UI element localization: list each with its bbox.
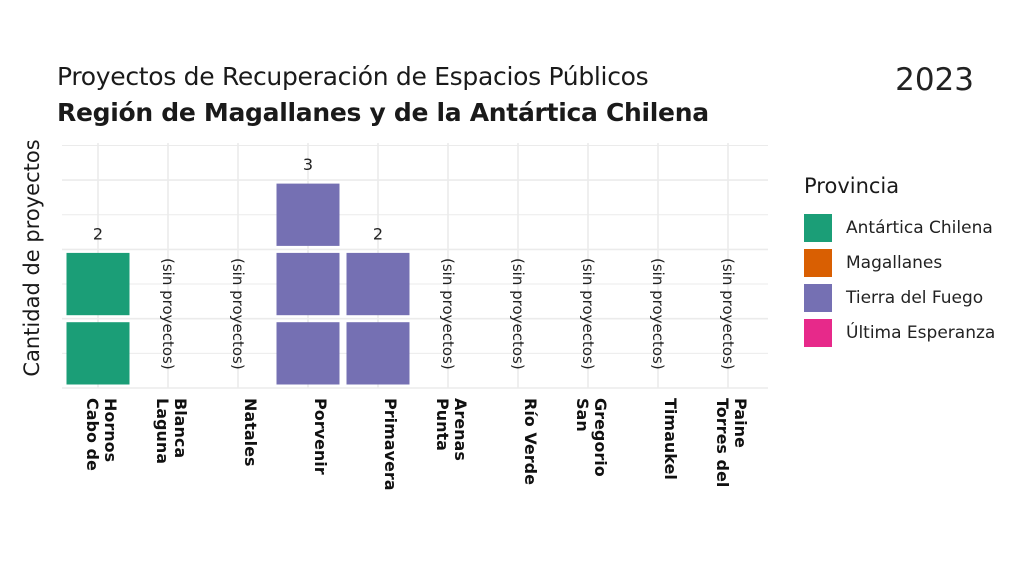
x-tick-label: Río Verde [521, 398, 540, 485]
bar-segment [346, 252, 410, 316]
x-tick-label: Torres del [713, 398, 732, 487]
no-projects-label: (sin proyectos) [439, 258, 457, 370]
legend-swatch [804, 213, 832, 242]
bar-segment [66, 252, 130, 316]
data-label: 2 [373, 224, 383, 243]
x-tick-label: Primavera [381, 398, 400, 491]
bar-segment [346, 322, 410, 385]
legend-item-antartica-chilena: Antártica Chilena [804, 210, 995, 245]
no-projects-label: (sin proyectos) [649, 258, 667, 370]
x-tick-label: Gregorio [591, 398, 610, 477]
data-label: 2 [93, 224, 103, 243]
x-tick-label: Blanca [171, 398, 190, 458]
data-label: 3 [303, 155, 313, 174]
x-tick-label: Paine [731, 398, 750, 448]
legend-swatch [804, 283, 832, 312]
year-label: 2023 [895, 62, 974, 98]
no-projects-label: (sin proyectos) [719, 258, 737, 370]
legend-label: Última Esperanza [846, 322, 996, 343]
legend-title: Provincia [804, 174, 900, 198]
bar-segment [66, 322, 130, 385]
no-projects-label: (sin proyectos) [579, 258, 597, 370]
no-projects-label: (sin proyectos) [229, 258, 247, 370]
legend-item-tierra-del-fuego: Tierra del Fuego [804, 280, 995, 315]
x-tick-label: Porvenir [311, 398, 330, 475]
x-tick-label: Cabo de [83, 398, 102, 471]
x-tick-label: Arenas [451, 398, 470, 461]
x-tick-label: Hornos [101, 398, 120, 462]
legend-item-magallanes: Magallanes [804, 245, 995, 280]
x-tick-label: Punta [433, 398, 452, 451]
chart-title: Proyectos de Recuperación de Espacios Pú… [57, 62, 649, 91]
no-projects-label: (sin proyectos) [509, 258, 527, 370]
legend-label: Magallanes [846, 252, 943, 273]
legend-item-ultima-esperanza: Última Esperanza [804, 315, 995, 350]
x-tick-label: Timaukel [661, 398, 680, 480]
chart-subtitle: Región de Magallanes y de la Antártica C… [57, 98, 709, 127]
bar-chart: 2 Cabo de Hornos (sin proyectos) Laguna Blanc… [62, 143, 768, 491]
no-projects-label: (sin proyectos) [159, 258, 177, 370]
legend-label: Tierra del Fuego [846, 287, 984, 308]
bar-segment [276, 252, 340, 316]
x-tick-label: Laguna [153, 398, 172, 464]
legend-swatch [804, 248, 832, 277]
legend-swatch [804, 318, 832, 347]
legend-label: Antártica Chilena [846, 217, 993, 238]
x-tick-label: Natales [241, 398, 260, 467]
bar-segment [276, 322, 340, 385]
x-tick-label: San [573, 398, 592, 432]
bar-segment [276, 183, 340, 246]
legend: Provincia Antártica Chilena Magallanes T… [804, 174, 995, 350]
